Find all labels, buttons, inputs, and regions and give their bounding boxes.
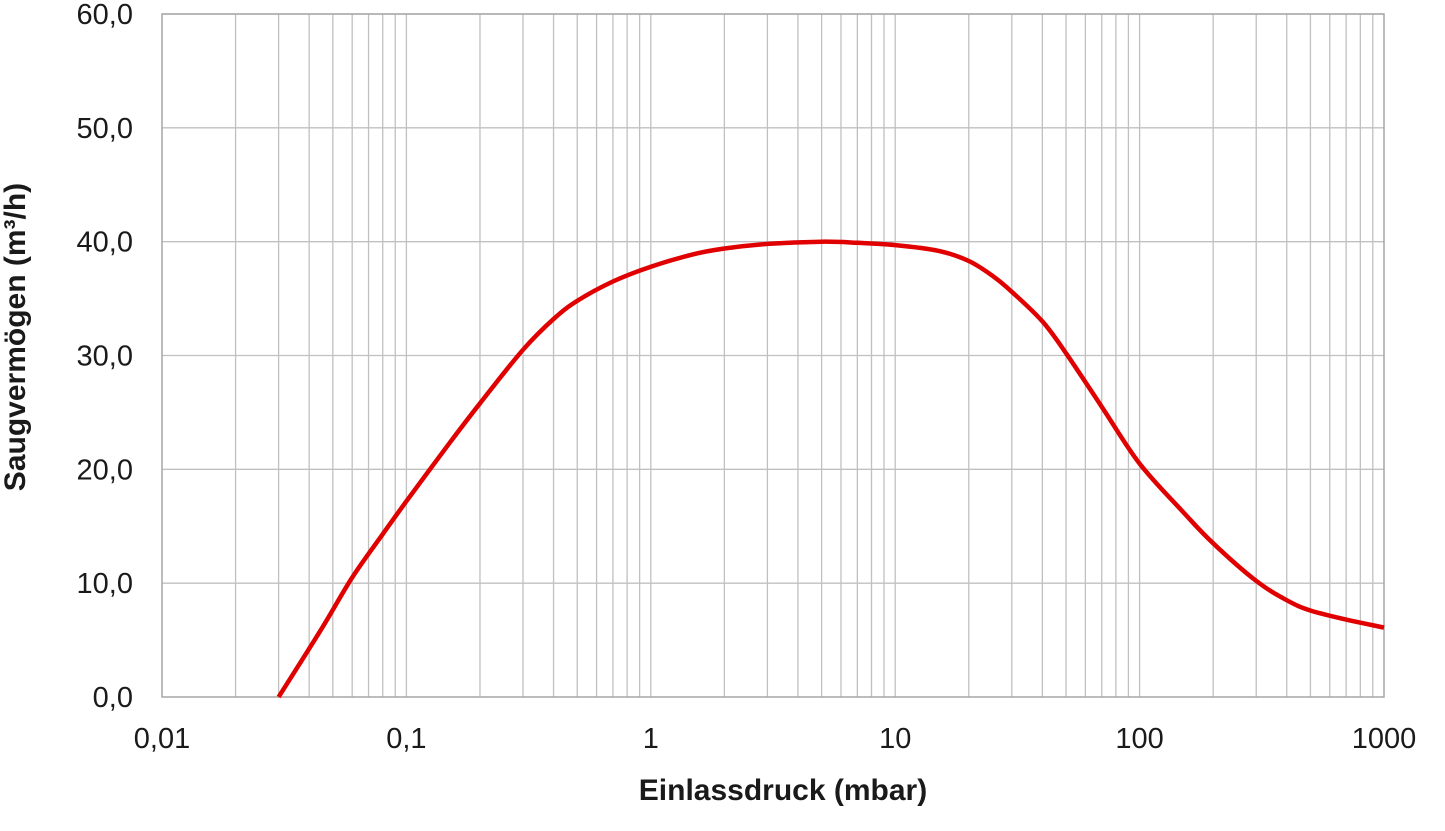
y-tick-label: 20,0 xyxy=(77,454,133,486)
x-axis-title: Einlassdruck (mbar) xyxy=(639,774,927,807)
y-tick-label: 60,0 xyxy=(77,0,133,31)
x-tick-label: 10 xyxy=(879,723,911,755)
x-tick-label: 1 xyxy=(643,723,659,755)
y-axis-tick-labels: 0,0 10,0 20,0 30,0 40,0 50,0 60,0 xyxy=(77,0,133,714)
series-line xyxy=(276,239,1385,699)
y-tick-label: 50,0 xyxy=(77,113,133,145)
y-axis-title: Saugvermögen (m³/h) xyxy=(0,183,32,491)
x-tick-label: 0,01 xyxy=(134,723,190,755)
y-tick-label: 40,0 xyxy=(77,227,133,259)
grid-lines xyxy=(162,13,1384,697)
x-tick-label: 1000 xyxy=(1352,723,1417,755)
plot-area-frame xyxy=(161,13,1385,698)
y-tick-label: 0,0 xyxy=(93,682,133,714)
x-axis-tick-labels: 0,01 0,1 1 10 100 1000 xyxy=(134,723,1416,755)
y-tick-label: 10,0 xyxy=(77,568,133,600)
x-tick-label: 0,1 xyxy=(386,723,426,755)
x-tick-label: 100 xyxy=(1115,723,1163,755)
y-tick-label: 30,0 xyxy=(77,341,133,373)
